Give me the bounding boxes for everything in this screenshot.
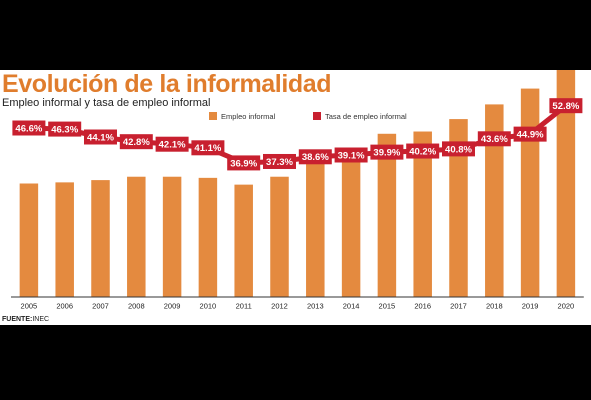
- rate-label-2016: 40.2%: [409, 146, 436, 157]
- x-tick-label-2008: 2008: [128, 302, 145, 311]
- x-tick-label-2015: 2015: [379, 302, 396, 311]
- chart-panel: 46.6% 46.3% 44.1% 42.8% 42.1% 41.1% 36.9% 37.3%…: [0, 70, 591, 325]
- rate-box-2011: [227, 155, 261, 171]
- rate-label-2017: 40.8%: [445, 144, 472, 155]
- x-tick-label-2005: 2005: [21, 302, 38, 311]
- x-tick-label-2011: 2011: [236, 302, 252, 311]
- rate-label-2011: 36.9%: [230, 158, 257, 169]
- x-tick-label-2010: 2010: [200, 302, 217, 311]
- bar-2005: [19, 183, 39, 297]
- bar-2017: [449, 119, 468, 297]
- rate-label-2018: 43.6%: [481, 134, 508, 145]
- bar-2009: [162, 176, 182, 297]
- source-text: INEC: [32, 316, 50, 323]
- rate-box-2020: [549, 98, 583, 114]
- rate-box-2018: [477, 131, 511, 147]
- rate-label-2012: 37.3%: [266, 157, 293, 168]
- rate-label-2007: 44.1%: [87, 132, 114, 143]
- source-label: FUENTE:: [2, 316, 33, 323]
- rate-box-2008: [119, 134, 153, 150]
- x-tick-label-2016: 2016: [414, 302, 431, 311]
- chart-title: Evolución de la informalidad: [2, 70, 332, 98]
- x-tick-label-2019: 2019: [522, 302, 539, 311]
- chart-subtitle: Empleo informal y tasa de empleo informa…: [2, 97, 211, 109]
- rate-box-2014: [334, 147, 368, 163]
- legend-label-2: Tasa de empleo informal: [325, 112, 407, 121]
- rate-label-2020: 52.8%: [552, 101, 579, 112]
- rate-label-2013: 38.6%: [302, 152, 329, 163]
- x-tick-label-2018: 2018: [486, 302, 503, 311]
- rate-label-2014: 39.1%: [338, 150, 365, 161]
- bar-2014: [341, 150, 361, 297]
- bar-2018: [485, 104, 504, 297]
- rate-label-2005: 46.6%: [15, 123, 42, 134]
- bar-2013: [306, 158, 325, 297]
- x-tick-label-2012: 2012: [271, 302, 288, 311]
- rate-box-2005: [12, 120, 46, 136]
- x-tick-label-2007: 2007: [92, 302, 109, 311]
- bar-2019: [520, 88, 540, 297]
- bar-2007: [91, 180, 110, 297]
- bar-2012: [270, 176, 289, 297]
- rate-box-2015: [370, 144, 404, 160]
- rate-box-2019: [513, 126, 547, 142]
- rate-label-2009: 42.1%: [159, 140, 186, 151]
- chart: 46.6% 46.3% 44.1% 42.8% 42.1% 41.1% 36.9% 37.3%…: [11, 70, 584, 311]
- x-tick-label-2014: 2014: [343, 302, 360, 311]
- rate-box-2007: [84, 129, 117, 145]
- bar-2006: [55, 182, 74, 297]
- rate-box-2012: [263, 153, 296, 169]
- rate-box-2016: [406, 143, 440, 159]
- x-tick-label-2017: 2017: [450, 302, 467, 311]
- rate-box-2006: [48, 121, 82, 137]
- x-tick-label-2013: 2013: [307, 302, 324, 311]
- rate-label-2006: 46.3%: [51, 124, 78, 135]
- rate-box-2010: [191, 140, 225, 156]
- legend-label-1: Empleo informal: [221, 112, 276, 121]
- rate-box-2009: [155, 136, 189, 152]
- legend-swatch-2: [313, 112, 321, 120]
- rate-label-2019: 44.9%: [517, 130, 544, 141]
- bar-2010: [198, 177, 218, 297]
- rate-box-2013: [298, 149, 332, 165]
- bar-2008: [127, 176, 146, 297]
- x-tick-label-2009: 2009: [164, 302, 181, 311]
- rate-connector-line: [28, 103, 568, 166]
- bar-2011: [234, 184, 253, 297]
- source-note: FUENTE:INEC: [2, 316, 49, 323]
- bar-2016: [413, 131, 432, 297]
- x-tick-label-2020: 2020: [558, 302, 575, 311]
- rate-label-2008: 42.8%: [123, 137, 150, 148]
- legend-swatch-1: [209, 112, 217, 120]
- rate-box-2017: [442, 141, 475, 157]
- rate-label-2010: 41.1%: [194, 143, 221, 154]
- bar-2020: [556, 70, 576, 297]
- bar-2015: [377, 133, 397, 297]
- rate-label-2015: 39.9%: [373, 148, 400, 159]
- x-tick-label-2006: 2006: [56, 302, 73, 311]
